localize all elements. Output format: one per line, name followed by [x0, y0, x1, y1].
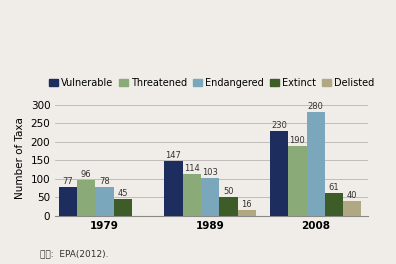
Text: 78: 78: [99, 177, 110, 186]
Bar: [219, 197, 238, 216]
Text: 50: 50: [223, 187, 234, 196]
Bar: [114, 199, 132, 216]
Text: 77: 77: [63, 177, 73, 186]
Bar: [343, 201, 362, 216]
Bar: [307, 112, 325, 216]
Text: 16: 16: [242, 200, 252, 209]
Bar: [270, 131, 288, 216]
Text: 114: 114: [184, 163, 200, 173]
Bar: [164, 162, 183, 216]
Bar: [183, 174, 201, 216]
Text: 96: 96: [81, 170, 91, 179]
Text: 61: 61: [329, 183, 339, 192]
Text: 103: 103: [202, 168, 218, 177]
Bar: [77, 180, 95, 216]
Bar: [238, 210, 256, 216]
Bar: [325, 193, 343, 216]
Legend: Vulnerable, Threatened, Endangered, Extinct, Delisted: Vulnerable, Threatened, Endangered, Exti…: [45, 74, 378, 92]
Text: 280: 280: [308, 102, 324, 111]
Text: 190: 190: [289, 135, 305, 144]
Y-axis label: Number of Taxa: Number of Taxa: [15, 117, 25, 200]
Text: 45: 45: [118, 189, 128, 198]
Bar: [201, 178, 219, 216]
Bar: [288, 146, 307, 216]
Text: 자료:  EPA(2012).: 자료: EPA(2012).: [40, 250, 108, 259]
Text: 40: 40: [347, 191, 358, 200]
Text: 147: 147: [166, 151, 181, 160]
Bar: [95, 187, 114, 216]
Bar: [59, 187, 77, 216]
Text: 230: 230: [271, 121, 287, 130]
